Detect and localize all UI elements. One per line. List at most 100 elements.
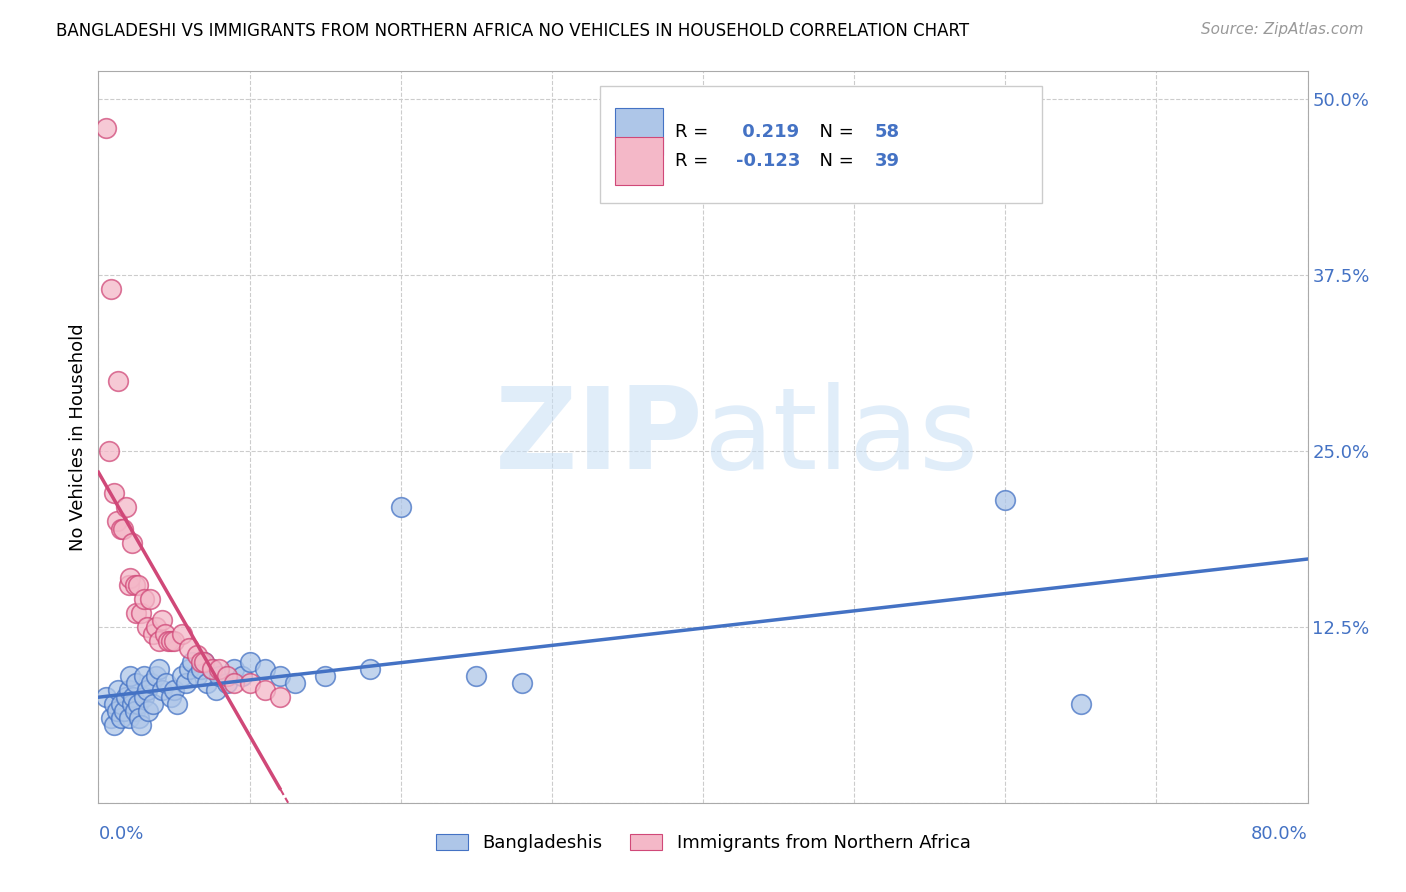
Point <box>103 698 125 712</box>
Point <box>201 662 224 676</box>
Point <box>103 718 125 732</box>
Point <box>253 683 276 698</box>
Point <box>94 690 117 705</box>
Text: 58: 58 <box>875 123 900 141</box>
Point <box>201 662 224 676</box>
Point <box>141 676 163 690</box>
Point <box>284 676 307 690</box>
Point <box>193 655 215 669</box>
Point <box>145 669 167 683</box>
Point <box>195 676 218 690</box>
Point <box>100 711 122 725</box>
Text: R =: R = <box>675 123 714 141</box>
Text: R =: R = <box>675 152 714 170</box>
Point <box>118 711 141 725</box>
FancyBboxPatch shape <box>614 108 664 155</box>
Point <box>160 634 183 648</box>
Point <box>181 655 204 669</box>
Point <box>224 676 246 690</box>
Point <box>132 690 155 705</box>
Point <box>105 705 128 719</box>
Point <box>127 578 149 592</box>
Point <box>118 578 141 592</box>
Text: 39: 39 <box>875 152 900 170</box>
Point <box>118 683 141 698</box>
Point <box>129 718 152 732</box>
Point <box>190 662 212 676</box>
Text: Source: ZipAtlas.com: Source: ZipAtlas.com <box>1201 22 1364 37</box>
Point <box>389 500 412 515</box>
Point <box>205 683 228 698</box>
Point <box>239 676 262 690</box>
Point <box>121 698 143 712</box>
Point <box>156 634 179 648</box>
Point <box>166 698 188 712</box>
Point <box>125 676 148 690</box>
Point <box>465 669 488 683</box>
Point <box>127 698 149 712</box>
Point <box>135 620 157 634</box>
Point <box>98 444 121 458</box>
Point <box>132 669 155 683</box>
Point <box>174 676 197 690</box>
Point <box>105 515 128 529</box>
Point <box>148 662 170 676</box>
Point <box>122 690 145 705</box>
Y-axis label: No Vehicles in Household: No Vehicles in Household <box>69 323 87 551</box>
Text: atlas: atlas <box>703 382 979 492</box>
Point <box>136 705 159 719</box>
Point <box>269 669 291 683</box>
Point <box>132 591 155 606</box>
Point <box>163 683 186 698</box>
Point <box>179 662 201 676</box>
Point <box>208 669 231 683</box>
Point <box>193 655 215 669</box>
Text: N =: N = <box>808 152 859 170</box>
Point <box>160 690 183 705</box>
Point <box>190 655 212 669</box>
Point <box>103 486 125 500</box>
Point <box>125 606 148 620</box>
Point <box>239 655 262 669</box>
Point <box>510 676 533 690</box>
Point <box>124 705 146 719</box>
Text: 0.0%: 0.0% <box>98 825 143 843</box>
Point <box>314 669 336 683</box>
Text: BANGLADESHI VS IMMIGRANTS FROM NORTHERN AFRICA NO VEHICLES IN HOUSEHOLD CORRELAT: BANGLADESHI VS IMMIGRANTS FROM NORTHERN … <box>56 22 969 40</box>
Point <box>231 669 253 683</box>
Point <box>139 591 162 606</box>
Point <box>224 662 246 676</box>
Point <box>215 669 238 683</box>
Point <box>100 282 122 296</box>
Point <box>124 578 146 592</box>
Point <box>179 641 201 656</box>
Point <box>1070 698 1092 712</box>
Point <box>145 620 167 634</box>
Point <box>142 627 165 641</box>
Point <box>170 669 193 683</box>
Point <box>253 662 276 676</box>
Point <box>107 374 129 388</box>
Point <box>110 698 132 712</box>
Point <box>120 669 142 683</box>
Point <box>163 634 186 648</box>
Point <box>114 500 136 515</box>
Point <box>142 698 165 712</box>
FancyBboxPatch shape <box>614 137 664 185</box>
Point <box>170 627 193 641</box>
FancyBboxPatch shape <box>600 86 1042 203</box>
Point <box>129 606 152 620</box>
Text: 0.219: 0.219 <box>735 123 799 141</box>
Legend: Bangladeshis, Immigrants from Northern Africa: Bangladeshis, Immigrants from Northern A… <box>429 827 977 860</box>
Point <box>121 535 143 549</box>
Point <box>94 120 117 135</box>
Point <box>148 634 170 648</box>
Point <box>114 690 136 705</box>
Text: 80.0%: 80.0% <box>1251 825 1308 843</box>
Point <box>215 676 238 690</box>
Point <box>128 711 150 725</box>
Point <box>208 662 231 676</box>
Point <box>360 662 382 676</box>
Point <box>111 521 134 535</box>
Text: ZIP: ZIP <box>495 382 703 492</box>
